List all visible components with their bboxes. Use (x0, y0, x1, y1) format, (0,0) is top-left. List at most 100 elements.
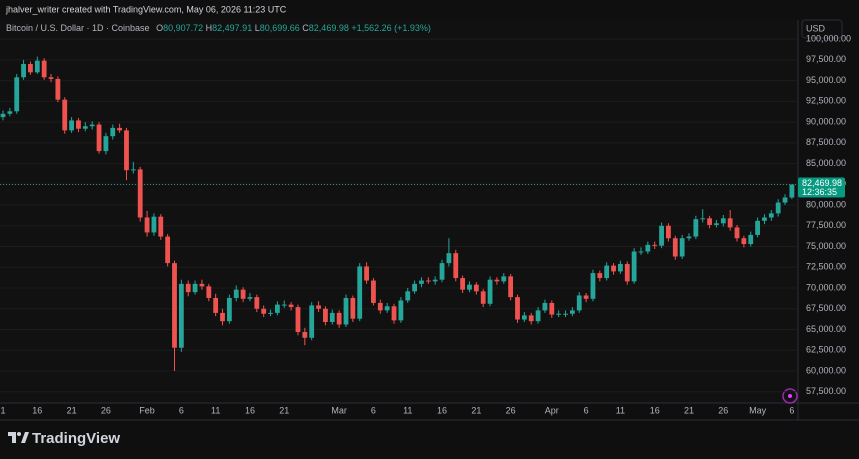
x-tick-label: 11 (616, 405, 625, 415)
candle-body (679, 238, 685, 257)
candle-body (782, 197, 788, 203)
candle-body (672, 238, 678, 257)
x-tick-label: 6 (371, 405, 376, 415)
candle-body (7, 111, 13, 114)
candle-body (501, 276, 507, 282)
candle-body (604, 265, 610, 279)
candle-body (734, 227, 740, 239)
x-tick-label: 16 (32, 405, 42, 415)
candle-body (720, 218, 726, 224)
candle-body (707, 218, 712, 225)
currency-box[interactable] (801, 19, 843, 39)
candle-body (741, 238, 747, 245)
candle-body (618, 263, 623, 272)
candle-body (480, 291, 486, 304)
candle-body (446, 253, 452, 264)
candle-body (192, 283, 198, 293)
candle-body (110, 127, 116, 137)
x-tick-label: 26 (101, 405, 111, 415)
ohlc-value: 80,907.72 (163, 23, 203, 33)
candle-body (377, 302, 383, 311)
y-tick-label: 95,000.00 (806, 75, 846, 85)
candle-body (714, 223, 719, 225)
candle-body (700, 218, 706, 220)
candle-body (487, 279, 493, 304)
brand: TradingView (32, 430, 120, 447)
candle-body (755, 220, 760, 235)
x-tick-label: 26 (718, 405, 728, 415)
x-tick-label: 16 (437, 405, 447, 415)
candle-body (233, 289, 239, 298)
x-tick-label: 11 (211, 405, 220, 415)
y-tick-label: 62,500.00 (806, 345, 846, 355)
candle-body (727, 218, 733, 228)
candle-body (21, 64, 26, 78)
last-price-label: 82,469.98 (802, 178, 842, 188)
candle-body (659, 225, 664, 246)
candle-body (432, 279, 438, 282)
candle-body (206, 286, 212, 298)
candle-body (391, 306, 397, 321)
candle-body (213, 297, 219, 313)
change: +1,562.26 (+1.93%) (351, 23, 431, 33)
candle-body (323, 308, 328, 323)
candle-body (398, 300, 404, 321)
y-tick-label: 92,500.00 (806, 96, 846, 106)
candle-body (281, 304, 287, 306)
candle-body (34, 60, 40, 73)
candle-body (336, 312, 342, 325)
candle-body (583, 295, 589, 299)
y-tick-label: 60,000.00 (806, 365, 846, 375)
candle-body (309, 305, 315, 338)
candle-body (645, 244, 651, 252)
candle-body (666, 225, 671, 239)
x-tick-label: Mar (331, 405, 347, 415)
candle-body (775, 202, 781, 214)
brand-logo (8, 432, 29, 443)
ohlc-key: O (156, 23, 163, 33)
x-tick-label: 21 (67, 405, 77, 415)
candle-body (611, 265, 616, 272)
candle-body (96, 124, 102, 152)
candle-body (62, 99, 68, 131)
ohlc-key: H (206, 23, 213, 33)
x-tick-label: 21 (684, 405, 694, 415)
x-tick-label: 6 (584, 405, 589, 415)
candle-body (117, 127, 123, 131)
candle-body (240, 289, 246, 299)
symbol: Bitcoin / U.S. Dollar · 1D · Coinbase (6, 23, 150, 33)
candle-body (295, 307, 301, 332)
candle-body (261, 308, 267, 314)
candle-body (247, 297, 253, 299)
candle-body (412, 283, 417, 292)
y-tick-label: 75,000.00 (806, 241, 846, 251)
candle-body (316, 305, 321, 309)
candle-body (569, 310, 575, 314)
caption: jhalver_writer created with TradingView.… (5, 4, 287, 14)
candle-body (137, 169, 143, 218)
candle-body (220, 312, 225, 322)
symbol-legend: Bitcoin / U.S. Dollar · 1D · Coinbase O8… (6, 23, 431, 33)
candle-body (172, 263, 177, 348)
grid (0, 38, 798, 393)
x-tick-label: May (749, 405, 767, 415)
candle-body (226, 297, 232, 322)
ohlc-value: 82,497.91 (212, 23, 252, 33)
candle-body (624, 263, 630, 282)
x-tick-label: 26 (506, 405, 516, 415)
candle-body (768, 213, 774, 218)
ohlc-key: L (255, 23, 260, 33)
currency: USD (806, 23, 826, 33)
candle-body (158, 216, 164, 237)
y-tick-label: 72,500.00 (806, 262, 846, 272)
candle-body (302, 331, 308, 338)
candle-body (275, 304, 280, 313)
x-tick-label: 21 (279, 405, 289, 415)
x-tick-label: 16 (245, 405, 255, 415)
candle-body (76, 120, 81, 129)
candle-body (508, 276, 514, 298)
candle-body (288, 304, 294, 308)
candle-body (515, 297, 520, 320)
candle-body (460, 278, 466, 290)
ohlc-key: C (302, 23, 309, 33)
